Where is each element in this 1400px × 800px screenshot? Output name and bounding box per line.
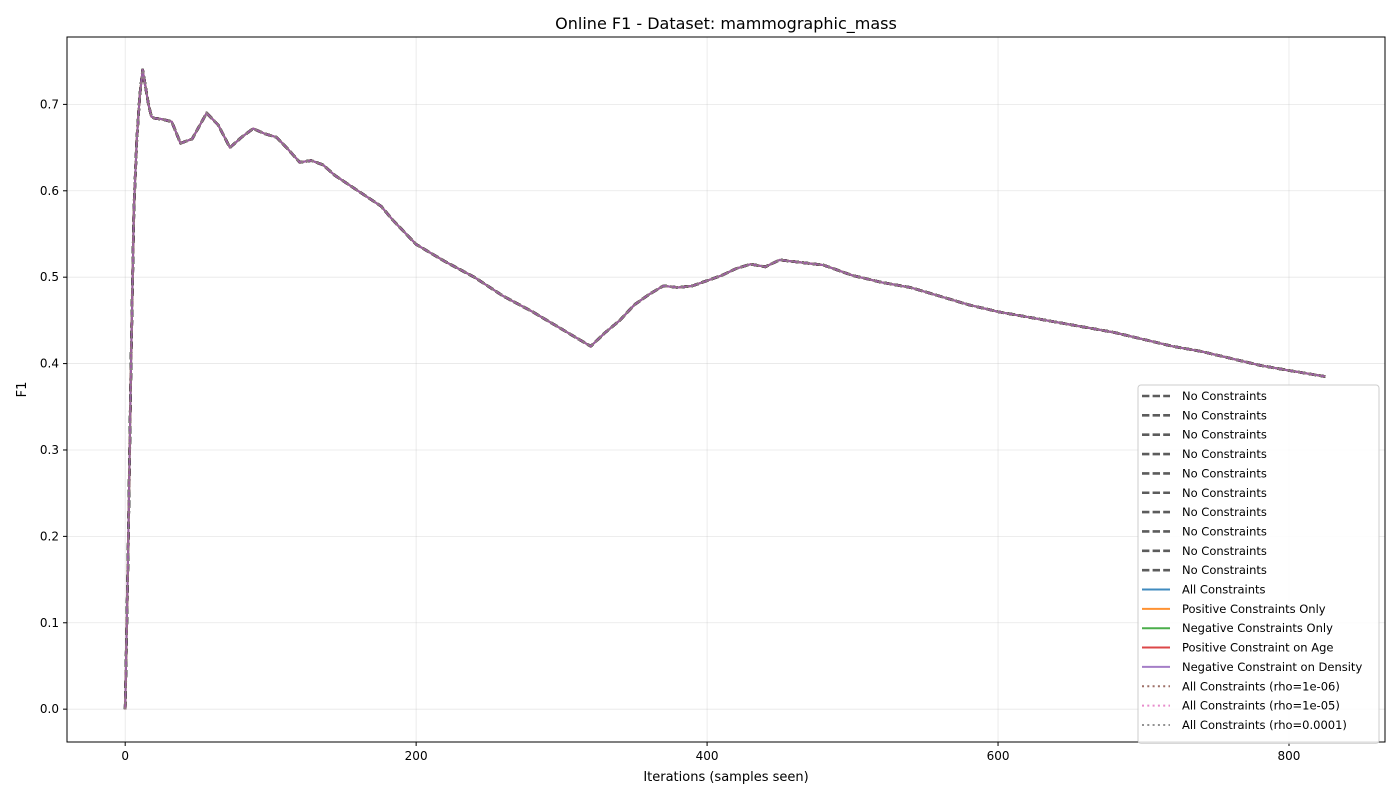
x-axis-label: Iterations (samples seen) (643, 770, 808, 785)
axis-ticks: 0 200 400 600 800 0.0 0.1 0.2 0.3 0.4 0.5 0.6 0.7 (40, 97, 1301, 763)
plot-frame (66, 36, 1386, 743)
chart-title: Online F1 - Dataset: mammographic_mass (555, 14, 897, 34)
legend-label: Negative Constraints Only (1182, 621, 1333, 635)
legend: No Constraints No Constraints No Constrain… (1137, 384, 1380, 744)
y-tick-label: 0.4 (40, 357, 59, 371)
legend-label: Negative Constraint on Density (1182, 660, 1362, 674)
legend-label: No Constraints (1182, 563, 1267, 577)
x-tick-label: 400 (696, 749, 719, 763)
legend-label: No Constraints (1182, 389, 1267, 403)
y-tick-label: 0.7 (40, 97, 59, 111)
series-lines (123, 68, 1326, 710)
x-tick-label: 0 (121, 749, 129, 763)
y-tick-label: 0.6 (40, 184, 59, 198)
legend-label: No Constraints (1182, 408, 1267, 422)
legend-label: All Constraints (rho=1e-06) (1182, 679, 1340, 693)
y-tick-label: 0.3 (40, 443, 59, 457)
y-tick-label: 0.5 (40, 270, 59, 284)
legend-label: No Constraints (1182, 524, 1267, 538)
legend-box (1137, 384, 1380, 744)
legend-label: No Constraints (1182, 544, 1267, 558)
legend-label: Positive Constraints Only (1182, 602, 1326, 616)
legend-label: No Constraints (1182, 466, 1267, 480)
legend-label: No Constraints (1182, 428, 1267, 442)
x-tick-label: 200 (405, 749, 428, 763)
legend-label: No Constraints (1182, 447, 1267, 461)
legend-label: All Constraints (1182, 583, 1266, 597)
legend-label: Positive Constraint on Age (1182, 641, 1334, 655)
x-tick-label: 800 (1278, 749, 1301, 763)
y-tick-label: 0.2 (40, 529, 59, 543)
legend-label: All Constraints (rho=1e-05) (1182, 699, 1340, 713)
legend-label: No Constraints (1182, 505, 1267, 519)
series-line-18 (124, 68, 1326, 710)
legend-label: All Constraints (rho=0.0001) (1182, 718, 1347, 732)
y-tick-label: 0.0 (40, 702, 59, 716)
y-tick-label: 0.1 (40, 616, 59, 630)
x-tick-label: 600 (987, 749, 1010, 763)
legend-label: No Constraints (1182, 486, 1267, 500)
y-axis-label: F1 (15, 382, 30, 398)
